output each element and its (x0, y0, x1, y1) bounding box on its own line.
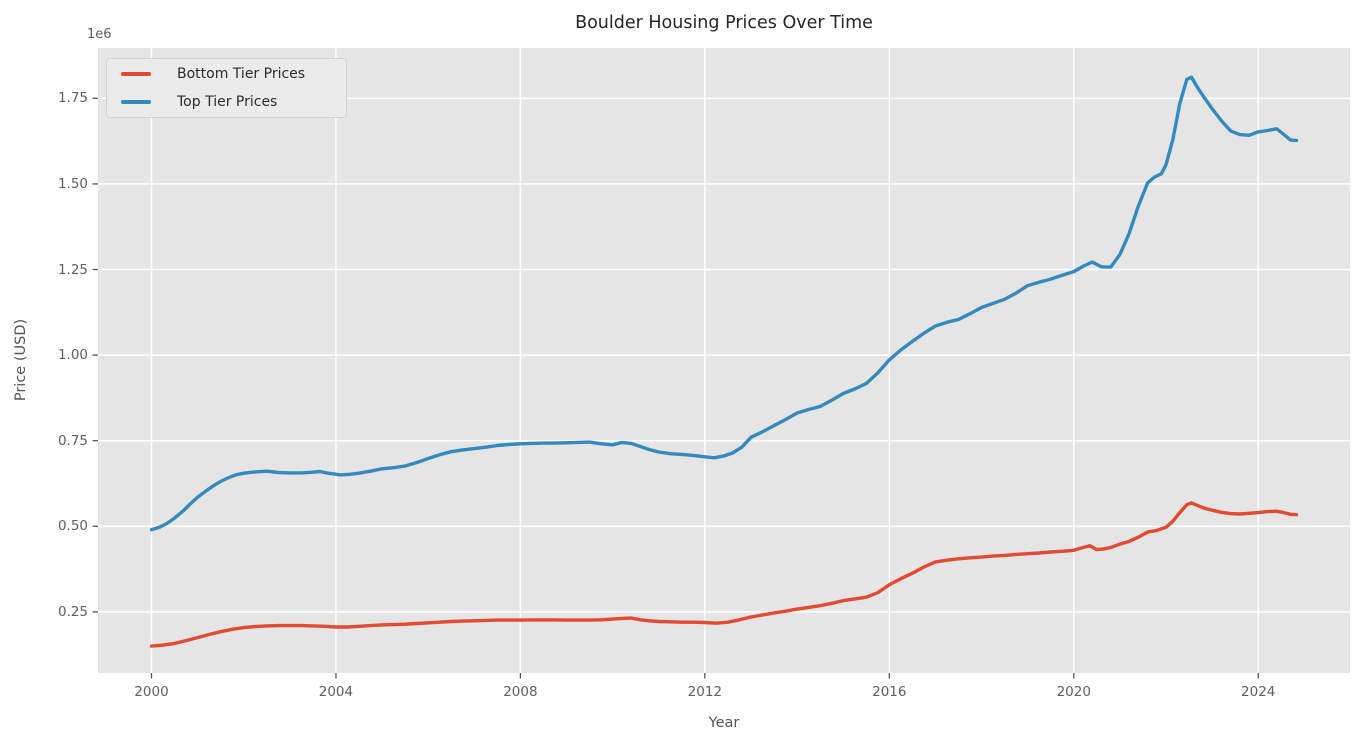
bottom-tier-line (149, 501, 1299, 648)
legend-item-bottom-tier: Bottom Tier Prices (117, 64, 336, 85)
x-axis-label: Year (708, 715, 740, 731)
y-tick-label: 1.25 (57, 261, 88, 278)
x-tick-label: 2008 (503, 684, 538, 700)
x-tick-label: 2024 (1241, 684, 1276, 700)
x-tick-label: 2016 (872, 684, 907, 700)
legend-label: Bottom Tier Prices (177, 66, 306, 82)
top-tier-line-swatch-icon (121, 100, 151, 104)
legend-label: Top Tier Prices (177, 94, 278, 110)
top-tier-line (149, 75, 1299, 532)
y-tick-label: 1.00 (57, 347, 88, 364)
x-tick-label: 2020 (1056, 684, 1091, 700)
y-tick-label: 1.50 (57, 175, 88, 192)
x-tick-label: 2000 (134, 684, 169, 700)
x-tick-label: 2004 (318, 684, 354, 700)
legend-item-top-tier: Top Tier Prices (117, 92, 336, 113)
x-tick-label: 2012 (687, 684, 723, 700)
legend: Bottom Tier Prices Top Tier Prices (106, 58, 347, 118)
chart-title: Boulder Housing Prices Over Time (575, 13, 873, 33)
y-axis-offset-label: 1e6 (87, 27, 112, 42)
y-tick-label: 0.25 (57, 603, 88, 620)
plot-area (98, 48, 1350, 673)
y-tick-label: 0.50 (57, 518, 88, 535)
bottom-tier-line-swatch-icon (121, 72, 151, 76)
y-tick-label: 0.75 (57, 432, 88, 449)
y-tick-label: 1.75 (57, 90, 88, 107)
